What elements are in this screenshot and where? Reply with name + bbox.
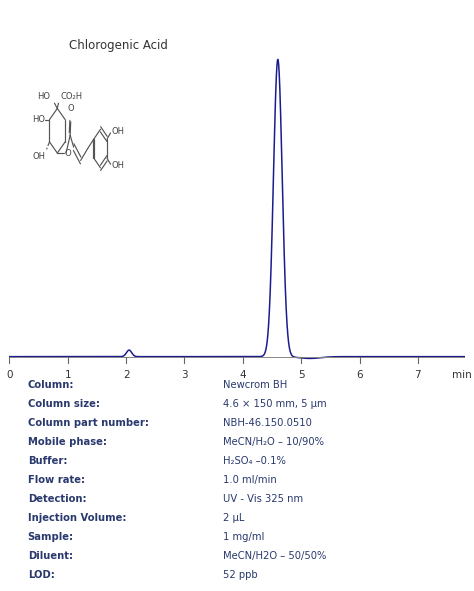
Text: 4: 4: [239, 371, 246, 381]
Text: min: min: [452, 371, 472, 381]
Text: Injection Volume:: Injection Volume:: [27, 513, 126, 522]
Text: Flow rate:: Flow rate:: [27, 475, 85, 485]
Text: HO: HO: [32, 115, 45, 124]
Text: Column part number:: Column part number:: [27, 418, 149, 428]
Text: OH: OH: [111, 161, 124, 170]
Text: OH: OH: [111, 127, 124, 136]
Text: OH: OH: [33, 152, 46, 161]
Text: 52 ppb: 52 ppb: [223, 570, 258, 580]
Text: Column size:: Column size:: [27, 399, 100, 409]
Text: Chlorogenic Acid: Chlorogenic Acid: [69, 39, 167, 52]
Text: HO: HO: [36, 92, 50, 101]
Text: NBH-46.150.0510: NBH-46.150.0510: [223, 418, 312, 428]
Text: 1 mg/ml: 1 mg/ml: [223, 532, 264, 541]
Text: Buffer:: Buffer:: [27, 456, 67, 466]
Text: Column:: Column:: [27, 380, 74, 390]
Text: 4.6 × 150 mm, 5 μm: 4.6 × 150 mm, 5 μm: [223, 399, 327, 409]
Text: Mobile phase:: Mobile phase:: [27, 437, 107, 447]
Text: 2 μL: 2 μL: [223, 513, 245, 522]
Text: Sample:: Sample:: [27, 532, 74, 541]
Text: Diluent:: Diluent:: [27, 551, 73, 561]
Text: 2: 2: [123, 371, 129, 381]
Text: H₂SO₄ –0.1%: H₂SO₄ –0.1%: [223, 456, 286, 466]
Text: 6: 6: [356, 371, 363, 381]
Text: MeCN/H2O – 50/50%: MeCN/H2O – 50/50%: [223, 551, 327, 561]
Text: Detection:: Detection:: [27, 493, 86, 504]
Text: CO₂H: CO₂H: [60, 92, 82, 101]
Text: 1: 1: [64, 371, 71, 381]
Text: Newcrom BH: Newcrom BH: [223, 380, 288, 390]
Text: 3: 3: [181, 371, 188, 381]
Text: O: O: [64, 148, 72, 158]
Text: 7: 7: [415, 371, 421, 381]
Text: 1.0 ml/min: 1.0 ml/min: [223, 475, 277, 485]
Text: 0: 0: [6, 371, 13, 381]
Text: UV - Vis 325 nm: UV - Vis 325 nm: [223, 493, 303, 504]
Text: O: O: [67, 104, 74, 113]
Text: 5: 5: [298, 371, 304, 381]
Text: MeCN/H₂O – 10/90%: MeCN/H₂O – 10/90%: [223, 437, 324, 447]
Text: LOD:: LOD:: [27, 570, 55, 580]
